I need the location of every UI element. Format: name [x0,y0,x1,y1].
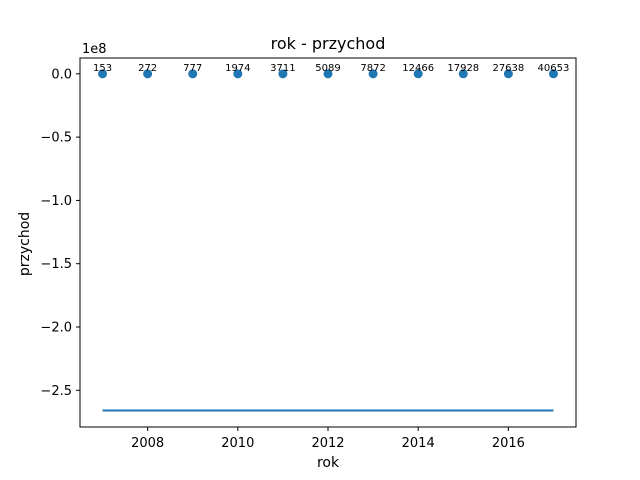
data-point [548,69,558,79]
data-label: 777 [183,63,202,74]
data-point [278,69,288,79]
data-label: 1974 [225,63,250,74]
data-point [368,69,378,79]
plot-area: 153 272 777 1974 3711 5089 7872 12466 17928 27638… [93,63,570,412]
x-tick-label: 2008 [131,436,164,451]
data-point [323,69,333,79]
data-label: 40653 [538,63,570,74]
data-point [413,69,423,79]
data-label: 12466 [402,63,434,74]
y-tick-label: −2.5 [40,384,72,399]
x-axis: 2008 2010 2012 2014 2016 [131,427,525,451]
x-tick-label: 2010 [221,436,254,451]
data-label: 272 [138,63,157,74]
y-tick-label: −2.0 [40,320,72,335]
y-tick-label: −0.5 [40,131,72,146]
data-label: 153 [93,63,112,74]
x-axis-title: rok [317,455,340,471]
x-tick-label: 2016 [492,436,525,451]
x-tick-label: 2012 [311,436,344,451]
y-tick-label: −1.5 [40,257,72,272]
data-label: 27638 [492,63,524,74]
y-axis-title: przychod [17,212,33,276]
y-tick-label: 0.0 [51,67,72,82]
data-point [143,69,153,79]
y-axis-offset-label: 1e8 [82,42,107,57]
data-label: 17928 [447,63,479,74]
axes-frame [79,57,577,428]
data-label: 3711 [270,63,295,74]
data-point [98,69,108,79]
y-axis: 0.0 −0.5 −1.0 −1.5 −2.0 −2.5 [40,67,80,399]
data-label: 7872 [360,63,385,74]
data-point [503,69,513,79]
y-tick-label: −1.0 [40,194,72,209]
data-point [233,69,243,79]
data-point [458,69,468,79]
data-label: 5089 [315,63,340,74]
x-tick-label: 2014 [402,436,435,451]
data-point [188,69,198,79]
chart-title: rok - przychod [271,34,386,53]
